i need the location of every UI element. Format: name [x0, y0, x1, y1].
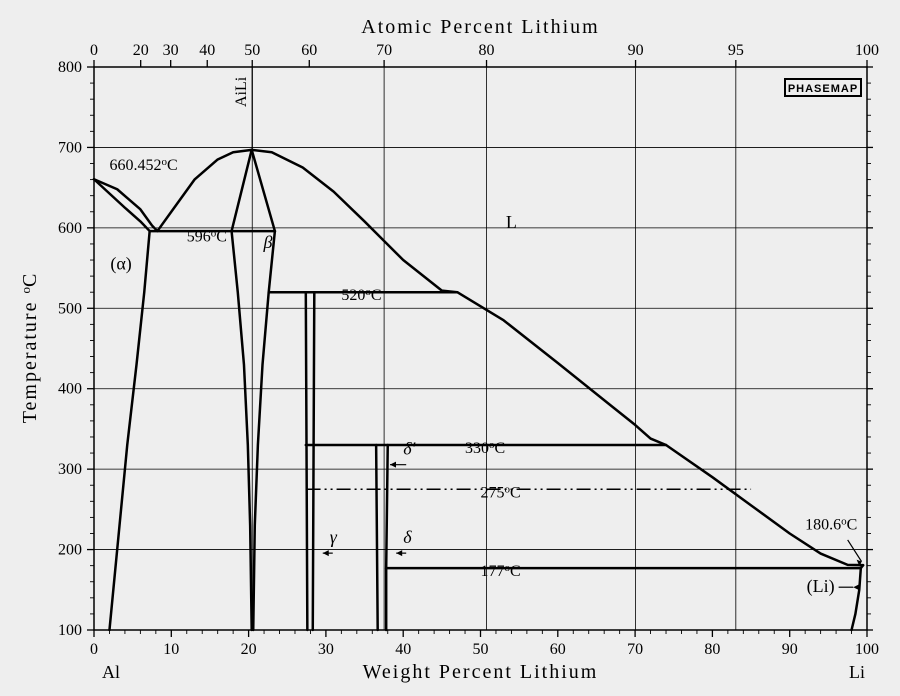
gamma-right: [313, 292, 315, 630]
x-top-tick-label: 80: [479, 42, 495, 59]
phase-diagram-container: 100200300400500600700800Temperature oC01…: [0, 0, 900, 696]
x-bottom-tick-label: 100: [855, 641, 879, 658]
y-tick-label: 300: [58, 461, 82, 478]
svg-text:Temperature oC: Temperature oC: [18, 274, 41, 424]
x-bottom-title: Weight Percent Lithium: [363, 661, 599, 683]
x-bottom-tick-label: 40: [395, 641, 411, 658]
y-axis-title: Temperature oC: [18, 274, 41, 424]
right-element-label: Li: [849, 662, 865, 682]
svg-text:AiLi: AiLi: [233, 76, 250, 107]
x-top-tick-label: 100: [855, 42, 879, 59]
y-tick-label: 800: [58, 59, 82, 76]
delta-prime-label: δ': [403, 439, 416, 459]
isotherm-label: 330oC: [465, 439, 505, 457]
isotherm-label: 596oC: [187, 228, 227, 246]
x-top-tick-label: 95: [728, 42, 744, 59]
isotherm-label: 177oC: [481, 562, 521, 580]
alli-label: AiLi: [233, 76, 250, 107]
x-bottom-tick-label: 80: [704, 641, 720, 658]
x-top-tick-label: 30: [163, 42, 179, 59]
brand-label: PHASEMAP: [788, 83, 858, 95]
alpha-label: (α): [110, 254, 131, 275]
li-phase-label: (Li): [807, 576, 835, 597]
x-bottom-tick-label: 0: [90, 641, 98, 658]
x-top-tick-label: 70: [376, 42, 392, 59]
al-melting-label: 660.452oC: [109, 156, 177, 174]
x-top-tick-label: 40: [199, 42, 215, 59]
beta-label: β: [262, 232, 272, 252]
delta-label: δ: [403, 527, 412, 547]
x-bottom-tick-label: 50: [473, 641, 489, 658]
delta-left: [376, 445, 378, 630]
gamma-label: γ: [330, 527, 338, 547]
y-tick-label: 700: [58, 139, 82, 156]
x-top-tick-label: 20: [133, 42, 149, 59]
isotherm-label: 275oC: [481, 483, 521, 501]
x-bottom-tick-label: 90: [782, 641, 798, 658]
liquid-label: L: [506, 212, 517, 232]
y-tick-label: 200: [58, 542, 82, 559]
y-tick-label: 600: [58, 220, 82, 237]
x-bottom-tick-label: 20: [241, 641, 257, 658]
x-top-tick-label: 50: [244, 42, 260, 59]
x-bottom-tick-label: 10: [163, 641, 179, 658]
x-bottom-tick-label: 70: [627, 641, 643, 658]
x-top-title: Atomic Percent Lithium: [361, 16, 599, 38]
y-tick-label: 500: [58, 300, 82, 317]
left-element-label: Al: [102, 662, 120, 682]
phase-diagram-svg: 100200300400500600700800Temperature oC01…: [0, 0, 900, 696]
li-melting-label: 180.6oC: [805, 515, 857, 533]
x-top-tick-label: 0: [90, 42, 98, 59]
y-tick-label: 400: [58, 381, 82, 398]
x-top-tick-label: 60: [301, 42, 317, 59]
isotherm-label: 520oC: [341, 286, 381, 304]
x-top-tick-label: 90: [628, 42, 644, 59]
x-bottom-tick-label: 60: [550, 641, 566, 658]
y-tick-label: 100: [58, 622, 82, 639]
gamma-left: [306, 292, 308, 630]
x-bottom-tick-label: 30: [318, 641, 334, 658]
